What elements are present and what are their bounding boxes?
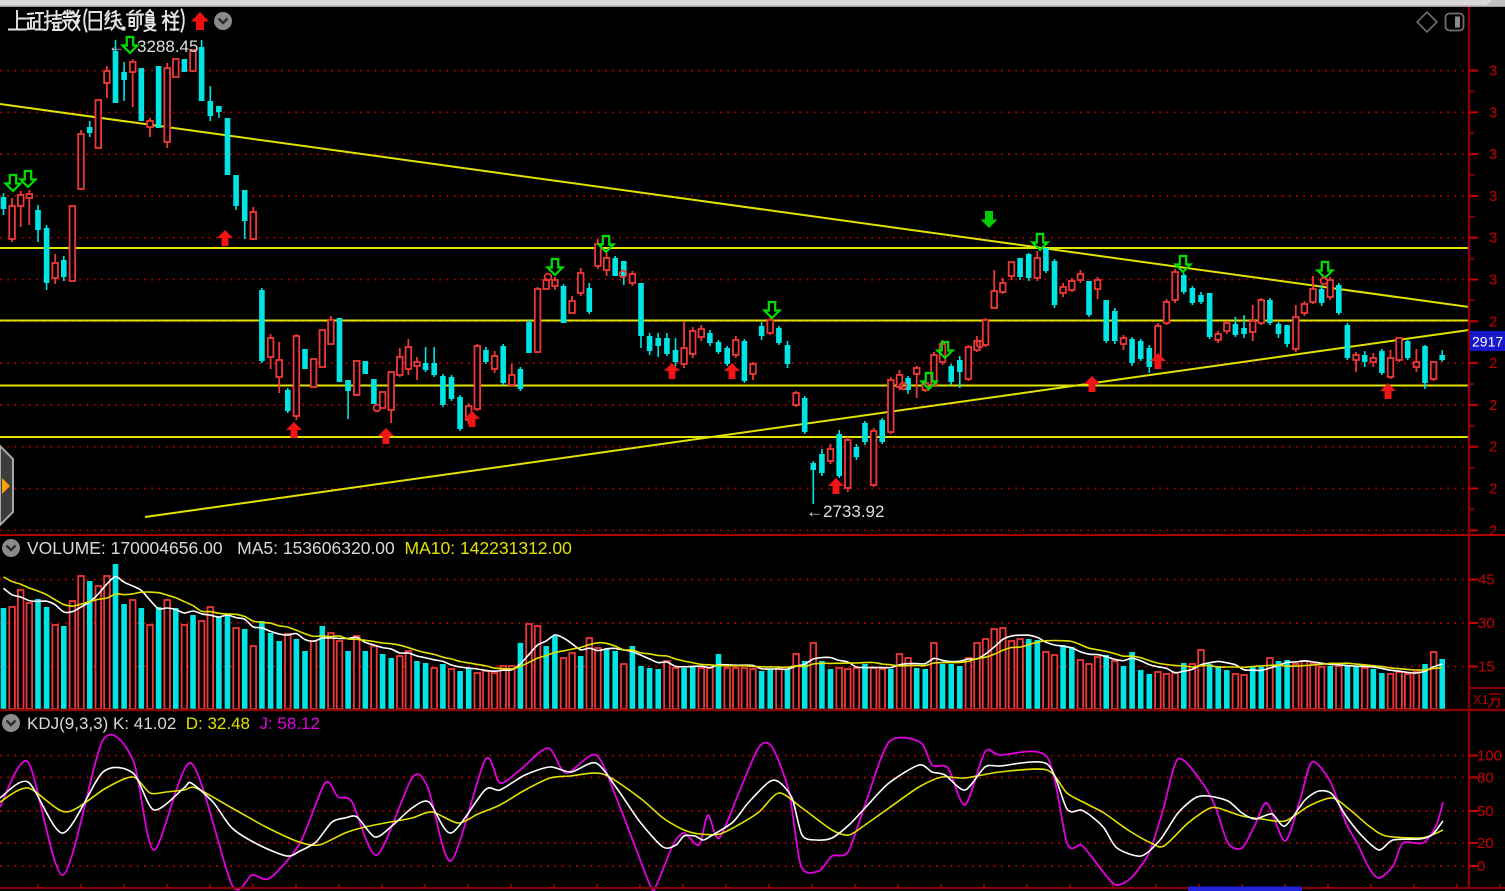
svg-text:2: 2 [1489,313,1497,330]
svg-text:2: 2 [1489,522,1497,539]
svg-text:←2733.92: ←2733.92 [806,502,884,521]
svg-text:3: 3 [1489,146,1497,163]
svg-text:100: 100 [1477,748,1502,765]
svg-text:15: 15 [1478,659,1495,676]
svg-text:2: 2 [1489,439,1497,456]
svg-text:45: 45 [1478,572,1495,589]
svg-text:3: 3 [1489,63,1497,80]
svg-text:3: 3 [1489,188,1497,205]
svg-text:50: 50 [1477,803,1494,820]
svg-text:X1: X1 [1473,692,1489,707]
svg-text:3: 3 [1489,104,1497,121]
svg-text:0: 0 [1477,858,1485,875]
svg-text:2: 2 [1489,355,1497,372]
svg-text:3: 3 [1489,230,1497,247]
svg-text:3288.45: 3288.45 [137,37,198,56]
svg-text:3: 3 [1489,272,1497,289]
svg-text:VOLUME: 170004656.00 MA5: 15: VOLUME: 170004656.00 MA5: 153606320.00 M… [27,538,572,558]
svg-text:2: 2 [1489,397,1497,414]
svg-text:KDJ(9,3,3) K: 41.02 D: 32.48: KDJ(9,3,3) K: 41.02 D: 32.48 J: 58.12 [27,714,320,733]
svg-text:2: 2 [1489,481,1497,498]
svg-text:2917: 2917 [1472,334,1503,350]
svg-text:30: 30 [1478,615,1495,632]
svg-text:20: 20 [1477,835,1494,852]
svg-text:80: 80 [1477,770,1494,787]
svg-text:←: ← [108,37,125,56]
